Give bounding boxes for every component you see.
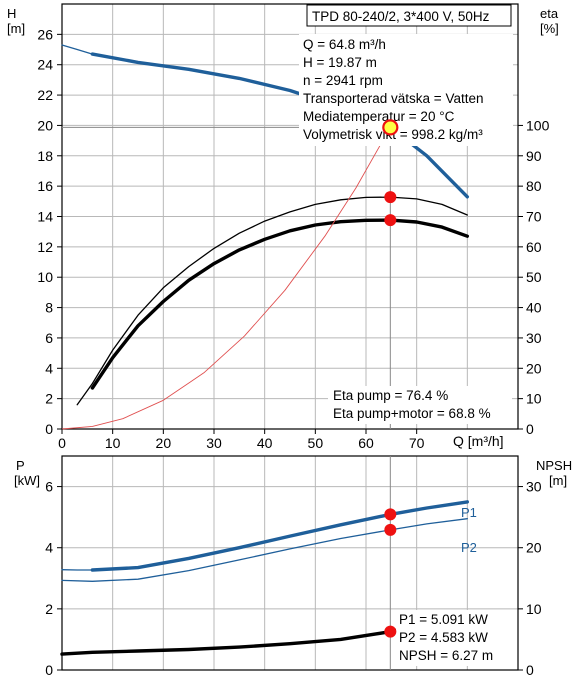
top-right-axis-unit: [%]	[540, 21, 559, 36]
bottom-left-axis-unit: [kW]	[14, 473, 40, 488]
top-right-tick-label: 0	[526, 421, 534, 437]
info-panel: TPD 80-240/2, 3*400 V, 50Hz Q = 64.8 m³/…	[299, 4, 513, 146]
x-tick-label: 20	[156, 435, 172, 451]
x-tick-label: 70	[409, 435, 425, 451]
top-left-tick-label: 6	[45, 330, 53, 346]
x-tick-label: 60	[358, 435, 374, 451]
x-tick-label: 50	[308, 435, 324, 451]
npsh-readout: NPSH = 6.27 m	[399, 648, 493, 663]
info-temperature: Mediatemperatur = 20 °C	[303, 109, 455, 124]
top-marker-1	[384, 191, 397, 204]
x-axis-label: Q [m³/h]	[453, 433, 504, 449]
bottom-left-tick-label: 6	[45, 479, 53, 495]
top-left-tick-label: 22	[37, 87, 53, 103]
eta-pump-motor-readout: Eta pump+motor = 68.8 %	[333, 406, 491, 421]
top-right-tick-label: 40	[526, 300, 542, 316]
top-left-tick-label: 8	[45, 300, 53, 316]
top-left-tick-label: 2	[45, 391, 53, 407]
duty-point-marker	[382, 119, 399, 136]
top-left-axis-unit: [m]	[7, 21, 25, 36]
top-right-tick-label: 20	[526, 360, 542, 376]
bottom-left-tick-label: 4	[45, 540, 53, 556]
top-left-tick-label: 12	[37, 239, 53, 255]
bottom-right-tick-label: 10	[526, 601, 542, 617]
top-right-tick-label: 10	[526, 391, 542, 407]
bottom-right-axis-label: NPSH	[536, 458, 572, 473]
top-right-tick-label: 80	[526, 178, 542, 194]
top-left-tick-label: 0	[45, 421, 53, 437]
bottom-left-tick-label: 0	[45, 662, 53, 678]
top-left-tick-label: 14	[37, 209, 53, 225]
info-background	[299, 34, 513, 146]
top-left-tick-label: 18	[37, 148, 53, 164]
top-left-tick-label: 4	[45, 360, 53, 376]
bottom-left-tick-label: 2	[45, 601, 53, 617]
eta-pump-readout: Eta pump = 76.4 %	[333, 388, 448, 403]
x-tick-label: 10	[105, 435, 121, 451]
pump-title: TPD 80-240/2, 3*400 V, 50Hz	[312, 9, 490, 24]
top-series-H	[90, 52, 469, 199]
p1-readout: P1 = 5.091 kW	[399, 612, 488, 627]
bottom-marker-0	[384, 508, 397, 521]
info-speed: n = 2941 rpm	[303, 73, 383, 88]
bottom-marker-1	[384, 523, 397, 536]
top-right-tick-label: 30	[526, 330, 542, 346]
bottom-series-P1	[90, 500, 469, 572]
bottom-panel-frame	[61, 455, 519, 671]
top-left-tick-label: 10	[37, 269, 53, 285]
bottom-right-tick-label: 20	[526, 540, 542, 556]
top-panel-ticks: 0246810121416182022242601020304050607080…	[37, 26, 549, 451]
top-right-tick-label: 50	[526, 269, 542, 285]
bottom-left-axis-label: P	[16, 458, 25, 473]
top-right-tick-label: 100	[526, 117, 550, 133]
x-tick-label: 40	[257, 435, 273, 451]
bottom-right-tick-label: 30	[526, 479, 542, 495]
info-flow: Q = 64.8 m³/h	[303, 37, 386, 52]
p1-series-label: P1	[461, 505, 477, 520]
top-left-tick-label: 16	[37, 178, 53, 194]
top-series-H-extension	[61, 44, 94, 55]
top-panel-series	[61, 44, 469, 430]
top-left-axis-label: H	[7, 6, 16, 21]
top-series-eta-pump	[76, 196, 468, 406]
p2-readout: P2 = 4.583 kW	[399, 630, 488, 645]
x-tick-label: 0	[58, 435, 66, 451]
p2-series-label: P2	[461, 540, 477, 555]
top-series-eta-pump-motor	[90, 218, 469, 390]
eta-background	[328, 386, 512, 424]
top-right-tick-label: 90	[526, 148, 542, 164]
operating-point-markers	[382, 119, 399, 638]
top-marker-2	[384, 214, 397, 227]
bottom-series-NPSH	[60, 625, 414, 656]
top-right-tick-label: 60	[526, 239, 542, 255]
top-left-tick-label: 24	[37, 57, 53, 73]
bottom-panel-ticks: 0 2 4 6 0 10 20 30	[45, 479, 542, 678]
title-box	[306, 4, 512, 27]
bottom-series-P2	[61, 518, 468, 582]
top-series-system-curve	[61, 126, 391, 430]
info-head: H = 19.87 m	[303, 55, 377, 70]
info-liquid: Transporterad vätska = Vatten	[303, 91, 483, 106]
x-tick-label: 30	[206, 435, 222, 451]
bottom-right-axis-unit: [m]	[549, 473, 567, 488]
power-background	[396, 610, 512, 666]
top-right-axis-label: eta	[540, 6, 559, 21]
top-left-tick-label: 26	[37, 26, 53, 42]
top-right-tick-label: 70	[526, 209, 542, 225]
top-left-tick-label: 20	[37, 117, 53, 133]
bottom-right-tick-label: 0	[526, 662, 534, 678]
bottom-marker-2	[384, 625, 397, 638]
